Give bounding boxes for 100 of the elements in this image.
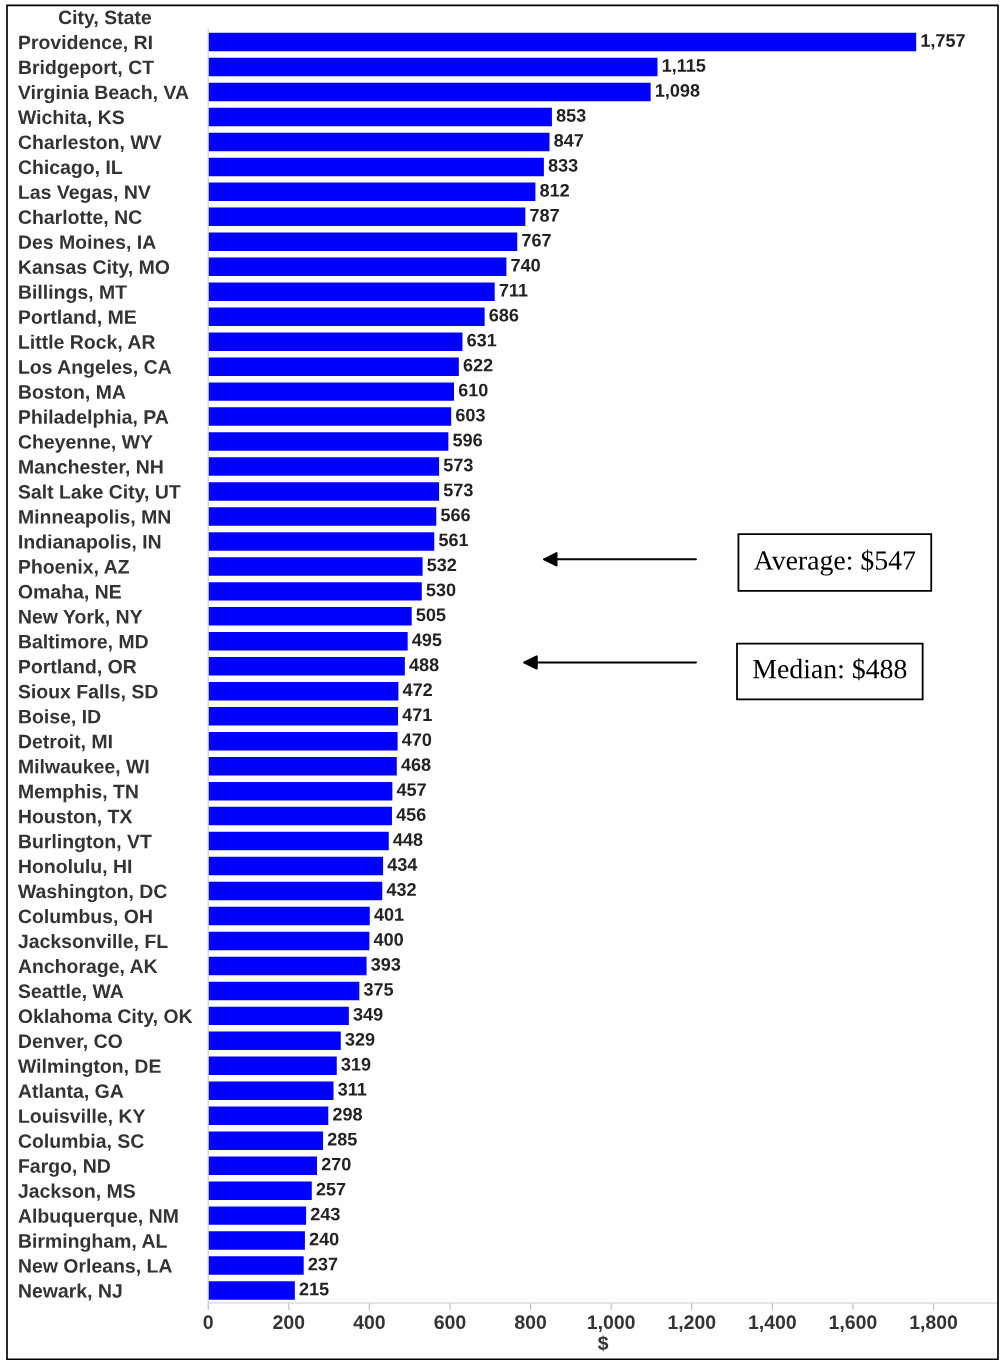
data-label: 311: [338, 1082, 367, 1096]
data-label: 505: [416, 608, 446, 622]
y-tick-label: Los Angeles, CA: [19, 359, 172, 378]
data-label: 349: [353, 1007, 383, 1021]
bar: [208, 257, 507, 277]
y-tick-label: Milwaukee, WI: [19, 759, 149, 777]
y-tick-label: Jackson, MS: [18, 1183, 135, 1201]
y-tick-label: Washington, DC: [17, 883, 167, 903]
data-label: 847: [554, 133, 584, 147]
y-tick-label: Salt Lake City, UT: [18, 484, 181, 503]
x-tick-label: 1,000: [588, 1315, 635, 1332]
y-tick-label: Wichita, KS: [17, 109, 124, 128]
bar: [208, 1131, 324, 1150]
data-label: 1,115: [662, 59, 706, 75]
bar: [208, 282, 495, 301]
data-label: 243: [310, 1207, 340, 1221]
data-label: 596: [453, 433, 483, 447]
data-label: 573: [443, 483, 473, 497]
data-label: 495: [412, 633, 442, 647]
y-tick-label: Albuquerque, NM: [18, 1208, 178, 1227]
bar: [208, 1181, 312, 1200]
y-tick-label: Denver, CO: [19, 1034, 122, 1051]
bar: [208, 532, 435, 551]
bar: [208, 632, 408, 651]
data-label: 603: [456, 408, 485, 422]
y-tick-label: New York, NY: [19, 609, 143, 627]
data-label: 853: [556, 109, 586, 122]
bar: [208, 432, 449, 451]
bar: [208, 682, 399, 701]
y-tick-label: Chicago, IL: [18, 159, 123, 179]
y-tick-label: Baltimore, MD: [19, 634, 148, 652]
y-tick-label: Boise, ID: [19, 709, 101, 727]
data-label: 1,757: [921, 34, 965, 50]
y-tick-label: Kansas City, MO: [19, 259, 170, 278]
y-tick-label: Houston, TX: [19, 809, 133, 827]
bar: [208, 806, 392, 826]
data-label: 532: [427, 558, 457, 572]
bar: [208, 582, 422, 601]
y-tick-label: Memphis, TN: [19, 784, 138, 803]
bar: [208, 1106, 329, 1125]
data-label: 456: [396, 808, 426, 821]
data-label: 472: [402, 683, 432, 696]
y-tick-label: Atlanta, GA: [18, 1083, 124, 1101]
x-tick-label: 0: [203, 1315, 213, 1330]
bar: [208, 1206, 307, 1225]
y-tick-label: Honolulu, HI: [19, 859, 132, 877]
bar: [208, 207, 526, 227]
y-tick-label: Newark, NJ: [19, 1283, 122, 1301]
y-tick-label: Oklahoma City, OK: [18, 1008, 193, 1027]
bar: [208, 557, 423, 576]
data-label: 767: [522, 233, 551, 247]
data-label: 448: [393, 833, 423, 846]
y-tick-label: Burlington, VT: [19, 834, 152, 853]
y-tick-label: Portland, OR: [19, 659, 137, 677]
data-label: 298: [333, 1107, 363, 1121]
data-label: 270: [321, 1157, 351, 1171]
bar: [208, 1281, 295, 1300]
y-tick-label: Philadelphia, PA: [19, 409, 169, 428]
bar: [208, 1031, 341, 1051]
bar: [208, 1256, 304, 1275]
bar: [208, 482, 440, 501]
y-tick-label: Columbus, OH: [18, 908, 152, 927]
x-axis-title: $: [597, 1335, 609, 1352]
bar: [208, 856, 384, 876]
bar: [208, 382, 455, 401]
data-label: 240: [309, 1232, 339, 1246]
x-tick-label: 1,600: [829, 1315, 877, 1332]
y-tick-label: Wilmington, DE: [17, 1058, 161, 1077]
bar: [208, 1156, 318, 1175]
bar: [208, 407, 452, 426]
bar: [208, 831, 389, 851]
y-tick-label: Anchorage, AK: [18, 958, 158, 978]
bar: [208, 357, 459, 376]
bar: [208, 82, 651, 102]
data-label: 833: [548, 158, 578, 172]
x-tick-label: 200: [273, 1315, 305, 1330]
bar: [208, 731, 398, 751]
data-label: 468: [401, 758, 431, 772]
data-label: 561: [438, 533, 469, 547]
y-tick-label: Columbia, SC: [18, 1133, 144, 1151]
data-label: 610: [458, 383, 488, 397]
y-tick-label: New Orleans, LA: [19, 1258, 172, 1276]
data-label: 457: [396, 783, 426, 796]
y-tick-label: Charleston, WV: [18, 134, 162, 152]
y-tick-label: Virginia Beach, VA: [18, 84, 189, 104]
y-tick-label: Las Vegas, NV: [19, 185, 151, 203]
data-label: 1,098: [655, 84, 700, 100]
data-label: 686: [489, 308, 519, 322]
data-label: 566: [441, 508, 470, 522]
bar: [208, 307, 485, 326]
data-label: 711: [499, 283, 528, 297]
data-label: 432: [386, 883, 416, 896]
bar: [208, 157, 544, 177]
data-label: 434: [387, 858, 418, 871]
data-label: 488: [409, 658, 439, 672]
bar: [208, 457, 440, 476]
y-tick-label: Detroit, MI: [19, 734, 112, 752]
data-label: 319: [341, 1057, 371, 1071]
y-tick-label: Louisville, KY: [19, 1108, 146, 1126]
data-label: 622: [463, 358, 493, 372]
